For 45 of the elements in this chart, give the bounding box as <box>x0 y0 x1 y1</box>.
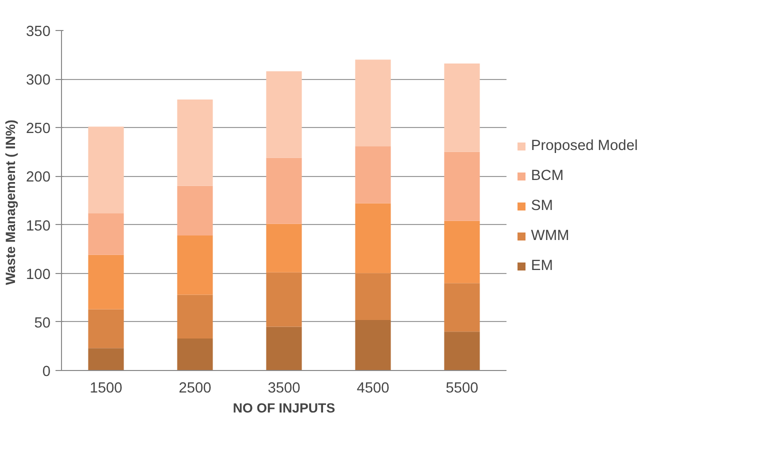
bar <box>177 235 213 295</box>
x-axis-title: NO OF INJPUTS <box>232 400 336 416</box>
legend-label: EM <box>531 258 553 274</box>
bar <box>266 71 302 158</box>
legend-label: WMM <box>531 228 570 244</box>
bar <box>88 213 124 255</box>
bar <box>444 152 480 221</box>
legend-label: Proposed Model <box>531 138 638 154</box>
y-tick-label: 300 <box>26 72 51 89</box>
y-tick-label: 200 <box>26 170 51 186</box>
bar <box>177 338 213 370</box>
y-tick-label: 150 <box>26 218 51 234</box>
bar <box>88 254 124 310</box>
bar <box>444 64 480 152</box>
bar <box>177 99 213 186</box>
x-tick-label: 5500 <box>446 380 478 396</box>
legend-label: SM <box>531 198 553 214</box>
bar <box>266 272 302 327</box>
y-tick-label: 350 <box>26 24 51 40</box>
x-tick-label: 4500 <box>356 380 390 396</box>
bar <box>266 158 302 224</box>
bar <box>177 186 213 236</box>
bar <box>177 294 213 338</box>
bar <box>444 283 480 332</box>
bar <box>355 320 391 370</box>
bar <box>266 224 302 272</box>
bar <box>355 273 391 320</box>
bar <box>444 220 480 284</box>
y-tick-label: 100 <box>26 266 51 283</box>
bar <box>88 348 124 370</box>
x-tick-label: 1500 <box>90 380 122 396</box>
bar <box>266 326 302 370</box>
bar <box>88 126 124 214</box>
bar <box>444 332 480 370</box>
bar <box>355 203 391 274</box>
y-axis-title: Waste Management ( IN%) <box>3 120 18 286</box>
bar <box>355 60 391 146</box>
legend-label: BCM <box>531 168 564 184</box>
y-tick-label: 50 <box>34 315 51 332</box>
y-tick-label: 250 <box>26 121 51 138</box>
x-tick-label: 2500 <box>178 380 212 396</box>
bar <box>88 309 124 348</box>
y-tick-label: 0 <box>42 364 51 380</box>
bar <box>355 146 391 204</box>
x-tick-label: 3500 <box>268 380 300 396</box>
